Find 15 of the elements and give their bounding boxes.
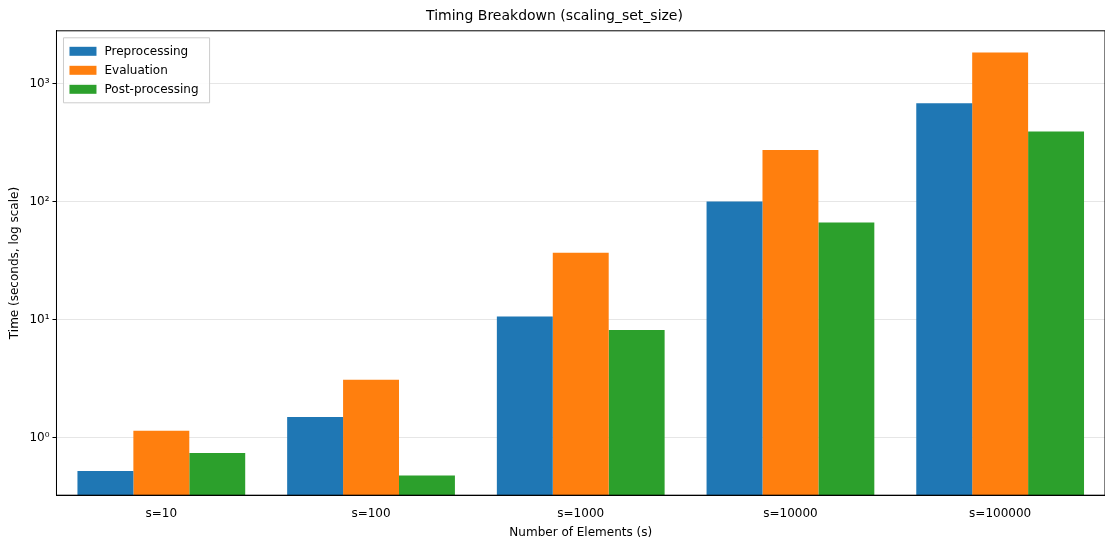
x-tick-label: s=10 — [145, 505, 178, 520]
x-tick-label: s=100000 — [969, 505, 1032, 520]
legend-label: Preprocessing — [104, 43, 189, 58]
x-tick-label: s=1000 — [557, 505, 605, 520]
legend-label: Evaluation — [104, 62, 168, 77]
y-tick-label: 10¹ — [29, 311, 50, 326]
x-tick-label: s=100 — [351, 505, 391, 520]
x-axis-title: Number of Elements (s) — [509, 524, 653, 539]
x-tick-label: s=10000 — [763, 505, 818, 520]
chart-title: Timing Breakdown (scaling_set_size) — [425, 7, 683, 24]
y-tick-label: 10⁰ — [29, 429, 50, 444]
y-axis-title: Time (seconds, log scale) — [7, 186, 22, 341]
legend-label: Post-processing — [104, 81, 199, 96]
y-tick-label: 10² — [29, 193, 50, 208]
y-tick-label: 10³ — [29, 75, 50, 90]
